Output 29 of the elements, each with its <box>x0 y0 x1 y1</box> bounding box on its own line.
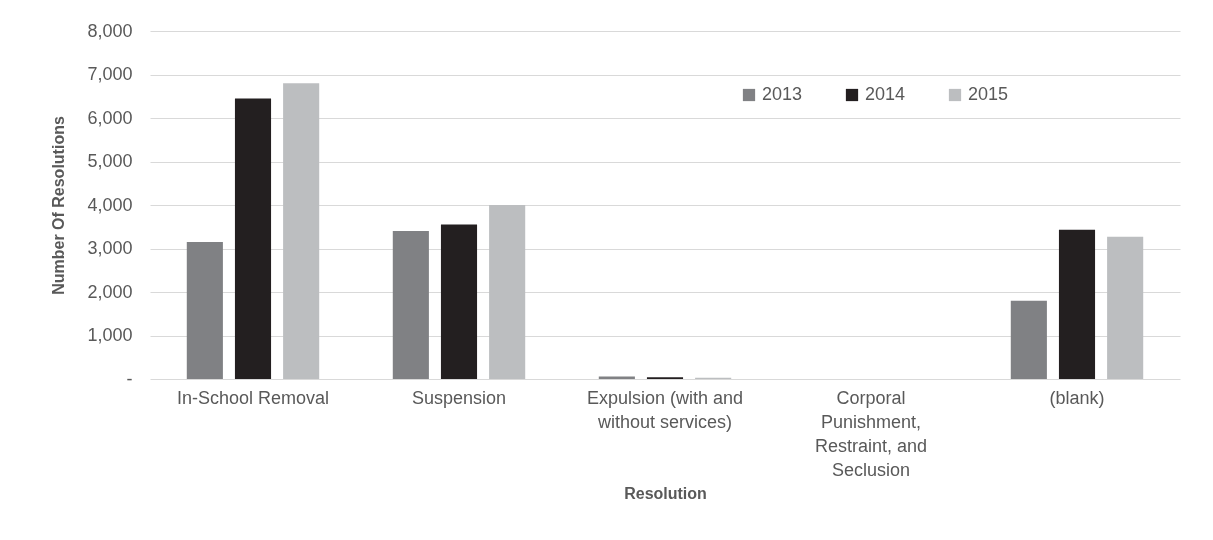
y-tick-label: 6,000 <box>87 107 133 128</box>
x-tick-label: Corporal Punishment, Restraint, and Seclusion <box>814 387 928 480</box>
y-axis-title: Number Of Resolutions <box>50 116 68 295</box>
y-tick-label: 5,000 <box>87 151 133 171</box>
y-tick-label: 3,000 <box>87 238 133 258</box>
x-tick-label: (blank) <box>1049 387 1105 408</box>
legend-label: 2014 <box>865 84 906 104</box>
y-tick-label: 1,000 <box>87 325 133 345</box>
y-tick-label: 8,000 <box>87 20 133 41</box>
bar <box>186 241 223 379</box>
bar <box>1107 236 1144 379</box>
y-tick-label: 4,000 <box>87 194 133 215</box>
bar <box>234 98 272 379</box>
bar <box>440 224 478 379</box>
x-axis-title: Resolution <box>624 484 707 502</box>
bar <box>1058 229 1096 379</box>
y-tick-label: - <box>126 368 133 389</box>
x-tick-label: Expulsion (with and without services) <box>586 387 744 432</box>
x-tick-label: In-School Removal <box>176 387 330 408</box>
bar <box>392 231 429 379</box>
bar <box>598 376 635 379</box>
bar <box>489 205 526 379</box>
bar <box>283 83 320 379</box>
y-tick-label: 2,000 <box>87 281 133 302</box>
x-tick-label: Suspension <box>411 387 507 408</box>
bar <box>1010 300 1047 379</box>
y-tick-label: 7,000 <box>87 64 133 84</box>
legend-label: 2015 <box>968 84 1009 104</box>
legend-label: 2013 <box>762 84 803 104</box>
